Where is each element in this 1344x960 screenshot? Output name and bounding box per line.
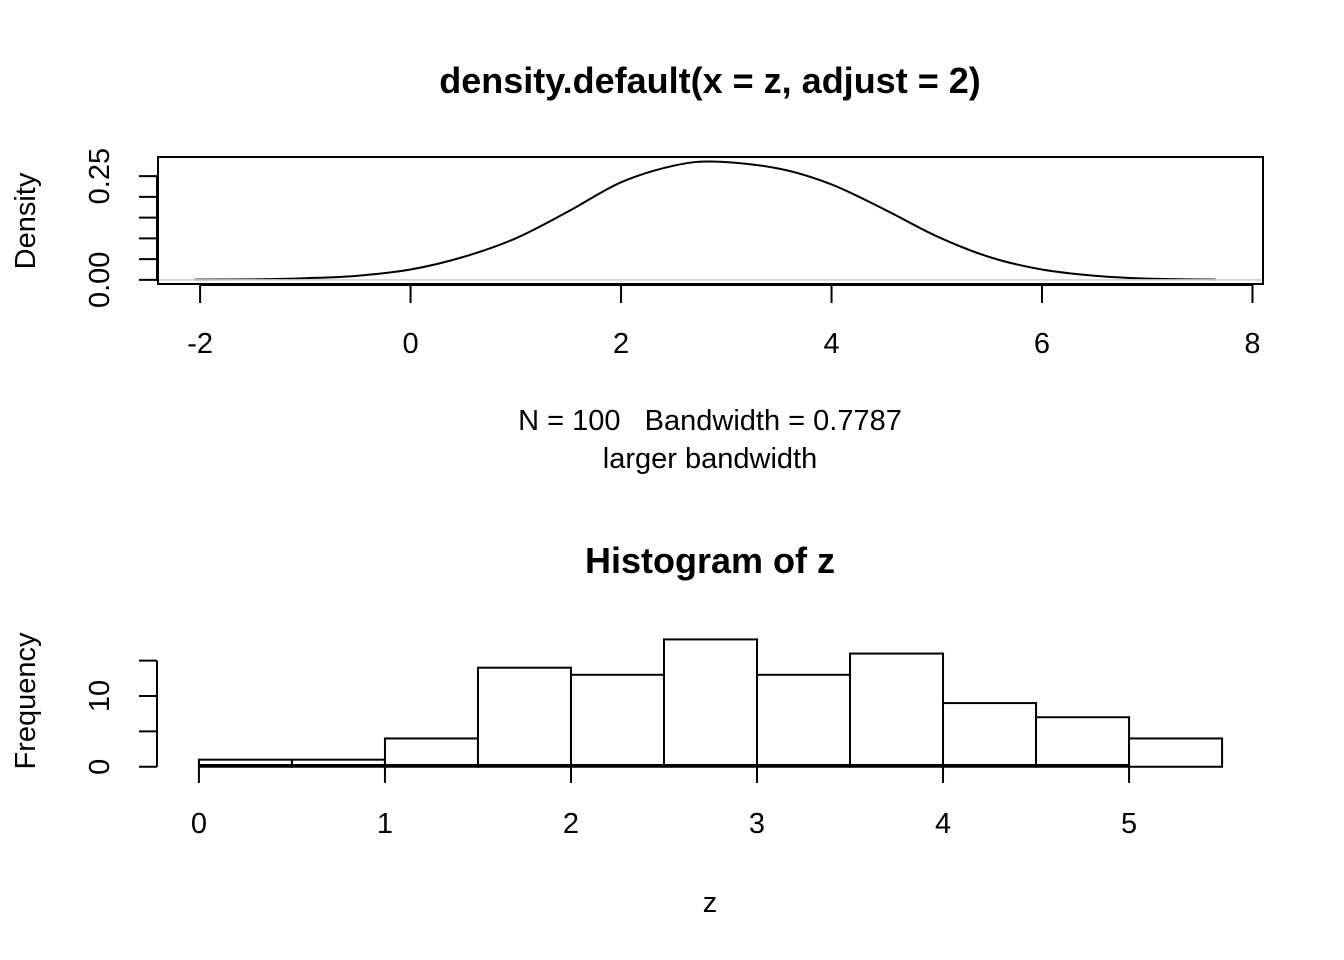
density-y-axis: 0.00 0.25: [84, 148, 158, 308]
density-subtitle: larger bandwidth: [603, 443, 817, 475]
histogram-bar: [662, 638, 759, 768]
density-x-tick-label: 6: [1034, 328, 1050, 360]
density-y-tick-label: 0.25: [84, 148, 116, 204]
histogram-x-axis: 0 1 2 3 4 5: [191, 764, 1137, 840]
histogram-x-tick-label: 5: [1121, 808, 1137, 840]
density-x-tick-label: 2: [613, 328, 629, 360]
histogram-x-label: z: [703, 887, 718, 919]
histogram-bar: [1035, 716, 1131, 768]
density-panel: density.default(x = z, adjust = 2) -2 0 2 4…: [10, 60, 1264, 475]
histogram-bar: [383, 737, 479, 768]
density-x-tick-label: 4: [823, 328, 839, 360]
histogram-y-tick-label: 10: [84, 680, 116, 712]
histogram-x-tick-label: 2: [563, 808, 579, 840]
histogram-x-tick-label: 0: [191, 808, 207, 840]
density-x-label: N = 100 Bandwidth = 0.7787: [518, 405, 902, 437]
histogram-bar: [1128, 737, 1224, 768]
histogram-bar: [849, 652, 945, 768]
histogram-bar: [569, 673, 665, 768]
histogram-bar: [756, 673, 852, 768]
density-title: density.default(x = z, adjust = 2): [439, 60, 980, 101]
histogram-bar: [942, 702, 1038, 768]
density-x-axis: -2 0 2 4 6 8: [187, 284, 1261, 360]
histogram-x-tick-label: 1: [377, 808, 393, 840]
density-x-tick-label: 0: [403, 328, 419, 360]
histogram-x-tick-label: 4: [935, 808, 951, 840]
histogram-y-axis: 0 10: [84, 659, 158, 775]
histogram-title: Histogram of z: [585, 540, 835, 581]
density-curve: [194, 160, 1216, 281]
density-plot-box: [157, 156, 1264, 285]
histogram-x-tick-label: 3: [749, 808, 765, 840]
histogram-bars: [197, 638, 1224, 768]
density-y-tick-label: 0.00: [84, 252, 116, 308]
histogram-y-label: Frequency: [10, 632, 42, 770]
histogram-bar: [476, 666, 572, 768]
density-y-label: Density: [10, 172, 42, 269]
histogram-y-tick-label: 0: [84, 759, 116, 775]
density-x-tick-label: 8: [1244, 328, 1260, 360]
histogram-panel: Histogram of z 0 1 2 3 4 5 0 10 z Frequency: [10, 540, 1224, 919]
density-x-tick-label: -2: [187, 328, 213, 360]
